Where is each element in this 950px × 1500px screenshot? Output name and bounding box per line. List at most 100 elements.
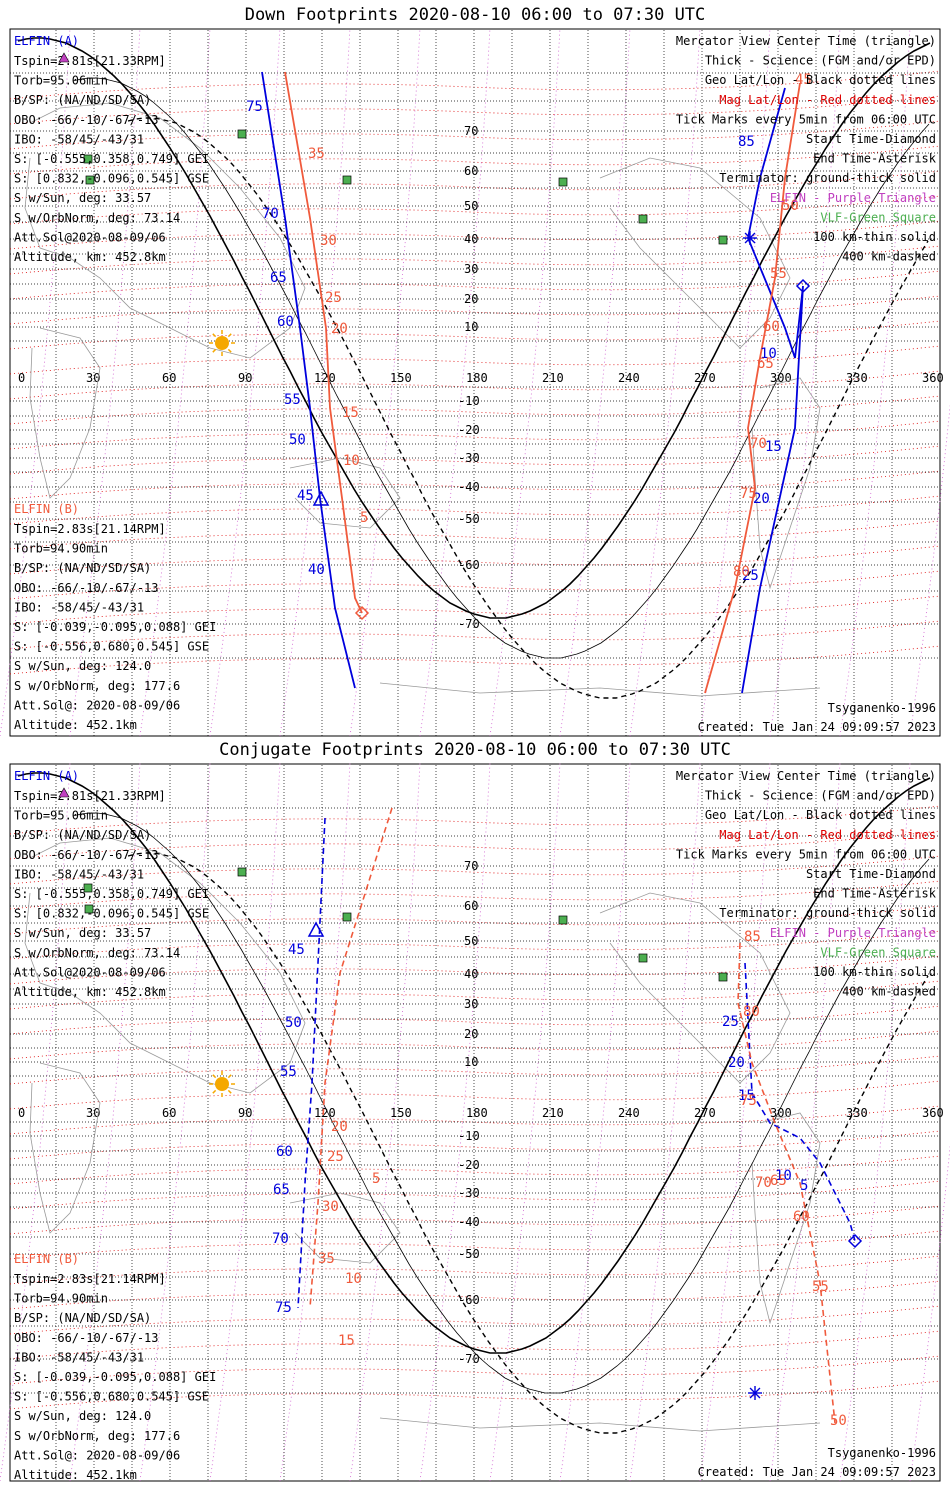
lon-label: 270 (694, 371, 716, 385)
track-b-tick-label: 65 (770, 1173, 787, 1189)
lon-label: 270 (694, 1106, 716, 1120)
lon-label: 30 (86, 1106, 100, 1120)
track-b-tick-label: 75 (740, 1093, 757, 1109)
lon-label: 0 (18, 1106, 25, 1120)
track-b-tick-label: 60 (763, 319, 780, 335)
lon-label: 120 (314, 371, 336, 385)
elfin-a-info-line: S w/OrbNorm, deg: 73.14 (14, 211, 180, 225)
map-frame (9, 763, 941, 1482)
terminator-100km (72, 812, 930, 1394)
created-timestamp: Created: Tue Jan 24 09:09:57 2023 (698, 720, 936, 734)
mag-meridian (209, 28, 281, 737)
track-a-tick-label: 55 (284, 392, 301, 408)
elfin-b-info-line: S w/OrbNorm, deg: 177.6 (14, 679, 180, 693)
elfin-a-info-line: Att.Sol@2020-08-09/06 (14, 965, 166, 979)
vlf-square-icon (83, 883, 93, 893)
track-a-tick-label: 65 (273, 1182, 290, 1198)
lon-label: 120 (314, 1106, 336, 1120)
track-b-tick-label: 50 (782, 198, 799, 214)
lat-label: 40 (464, 967, 478, 981)
down-footprints-map: 0 30 60 90 120 150 180 210 240 270 300 330 360706050… (0, 28, 950, 737)
elfin-b-info-line: Torb=94.90min (14, 1292, 108, 1306)
mag-meridian (559, 28, 631, 737)
mag-lat-line (9, 1055, 941, 1085)
elfin-a-info-line: Torb=95.06min (14, 809, 108, 823)
lat-label: -70 (458, 617, 480, 631)
sun-icon (209, 330, 235, 356)
mag-meridian (0, 28, 71, 737)
lat-label: -30 (458, 1186, 480, 1200)
lon-label: 60 (162, 371, 176, 385)
track-a-tick-label: 25 (742, 568, 759, 584)
elfin-b-info-line: S w/Sun, deg: 124.0 (14, 1409, 151, 1423)
sun-ray (212, 1089, 217, 1094)
lat-label: -30 (458, 451, 480, 465)
lat-label: -40 (458, 480, 480, 494)
lon-label: 0 (18, 371, 25, 385)
lon-label: 60 (162, 1106, 176, 1120)
track-b-tick-label: 15 (338, 1333, 355, 1349)
elfin-b-info-line: S: [-0.556,0.680,0.545] GSE (14, 640, 209, 654)
mag-lat-line (9, 1080, 941, 1110)
start-diamond-icon (354, 605, 370, 621)
legend-item: Mercator View Center Time (triangle) (676, 769, 936, 783)
mag-lat-line (9, 1380, 941, 1410)
lat-label: 60 (464, 899, 478, 913)
elfin-b-info-line: B/SP: (NA/ND/SD/SA) (14, 1311, 151, 1325)
elfin-a-info-line: S w/Sun, deg: 33.57 (14, 926, 151, 940)
legend-item: Mag Lat/Lon - Red dotted lines (719, 828, 936, 842)
legend-item: Terminator: ground-thick solid (719, 906, 936, 920)
vlf-square-icon (342, 175, 352, 185)
elfin-b-info-line: IBO: -58/45/-43/31 (14, 1350, 144, 1364)
track-a-tick-label: 70 (272, 1231, 289, 1247)
track-a-tick-label: 5 (800, 1178, 808, 1194)
legend-item: 400 km-dashed (842, 250, 936, 264)
track-b-tick-label: 60 (793, 1209, 810, 1225)
legend-item: Tick Marks every 5min from 06:00 UTC (676, 847, 936, 861)
elfin-b-title: ELFIN (B) (14, 1252, 79, 1266)
mag-meridian (419, 28, 491, 737)
lat-label: -20 (458, 1158, 480, 1172)
mag-lat-line (9, 645, 941, 675)
elfin-a-info-line: Torb=95.06min (14, 74, 108, 88)
elfin-triangle-icon (58, 52, 70, 63)
sun-ray (227, 333, 232, 338)
lon-label: 180 (466, 371, 488, 385)
track-b-tick-label: 25 (327, 1149, 344, 1165)
sun-ray (212, 348, 217, 353)
legend-item: VLF-Green Square (820, 945, 936, 959)
lat-label: -50 (458, 512, 480, 526)
lon-label: 330 (846, 371, 868, 385)
end-asterisk-icon (743, 231, 757, 245)
model-label: Tsyganenko-1996 (828, 701, 936, 715)
track-a-tick-label: 45 (297, 488, 314, 504)
lon-label: 90 (238, 1106, 252, 1120)
mag-lat-line (9, 880, 941, 910)
mag-meridian (769, 28, 841, 737)
track-a-tick-label: 60 (277, 314, 294, 330)
track-a-tick-label: 40 (308, 562, 325, 578)
sun-ray (212, 333, 217, 338)
conjugate-title: Conjugate Footprints 2020-08-10 06:00 to… (219, 740, 731, 760)
elfin-a-track-west (261, 71, 356, 689)
legend-item: End Time-Asterisk (813, 887, 937, 901)
legend-item: Thick - Science (FGM and/or EPD) (705, 789, 936, 803)
elfin-b-info-line: IBO: -58/45/-43/31 (14, 600, 144, 614)
elfin-a-info-line: Att.Sol@2020-08-09/06 (14, 230, 166, 244)
legend-item: 100 km-thin solid (813, 965, 936, 979)
lat-label: 40 (464, 232, 478, 246)
mag-lat-line (9, 320, 941, 350)
track-b-tick-label: 55 (812, 1279, 829, 1295)
lat-label: 60 (464, 164, 478, 178)
legend-item: End Time-Asterisk (813, 152, 937, 166)
elfin-a-track-west (297, 817, 326, 1309)
mag-lat-line (9, 195, 941, 225)
elfin-b-info-line: S: [-0.039,-0.095,0.088] GEI (14, 1370, 216, 1384)
elfin-b-track-west (284, 71, 363, 614)
terminator-ground (17, 37, 931, 619)
track-a-tick-label: 10 (760, 346, 777, 362)
elfin-a-title: ELFIN (A) (14, 769, 79, 783)
mag-lat-line (9, 930, 941, 960)
mag-lat-line (9, 345, 941, 375)
continent-eurasia (24, 102, 306, 359)
